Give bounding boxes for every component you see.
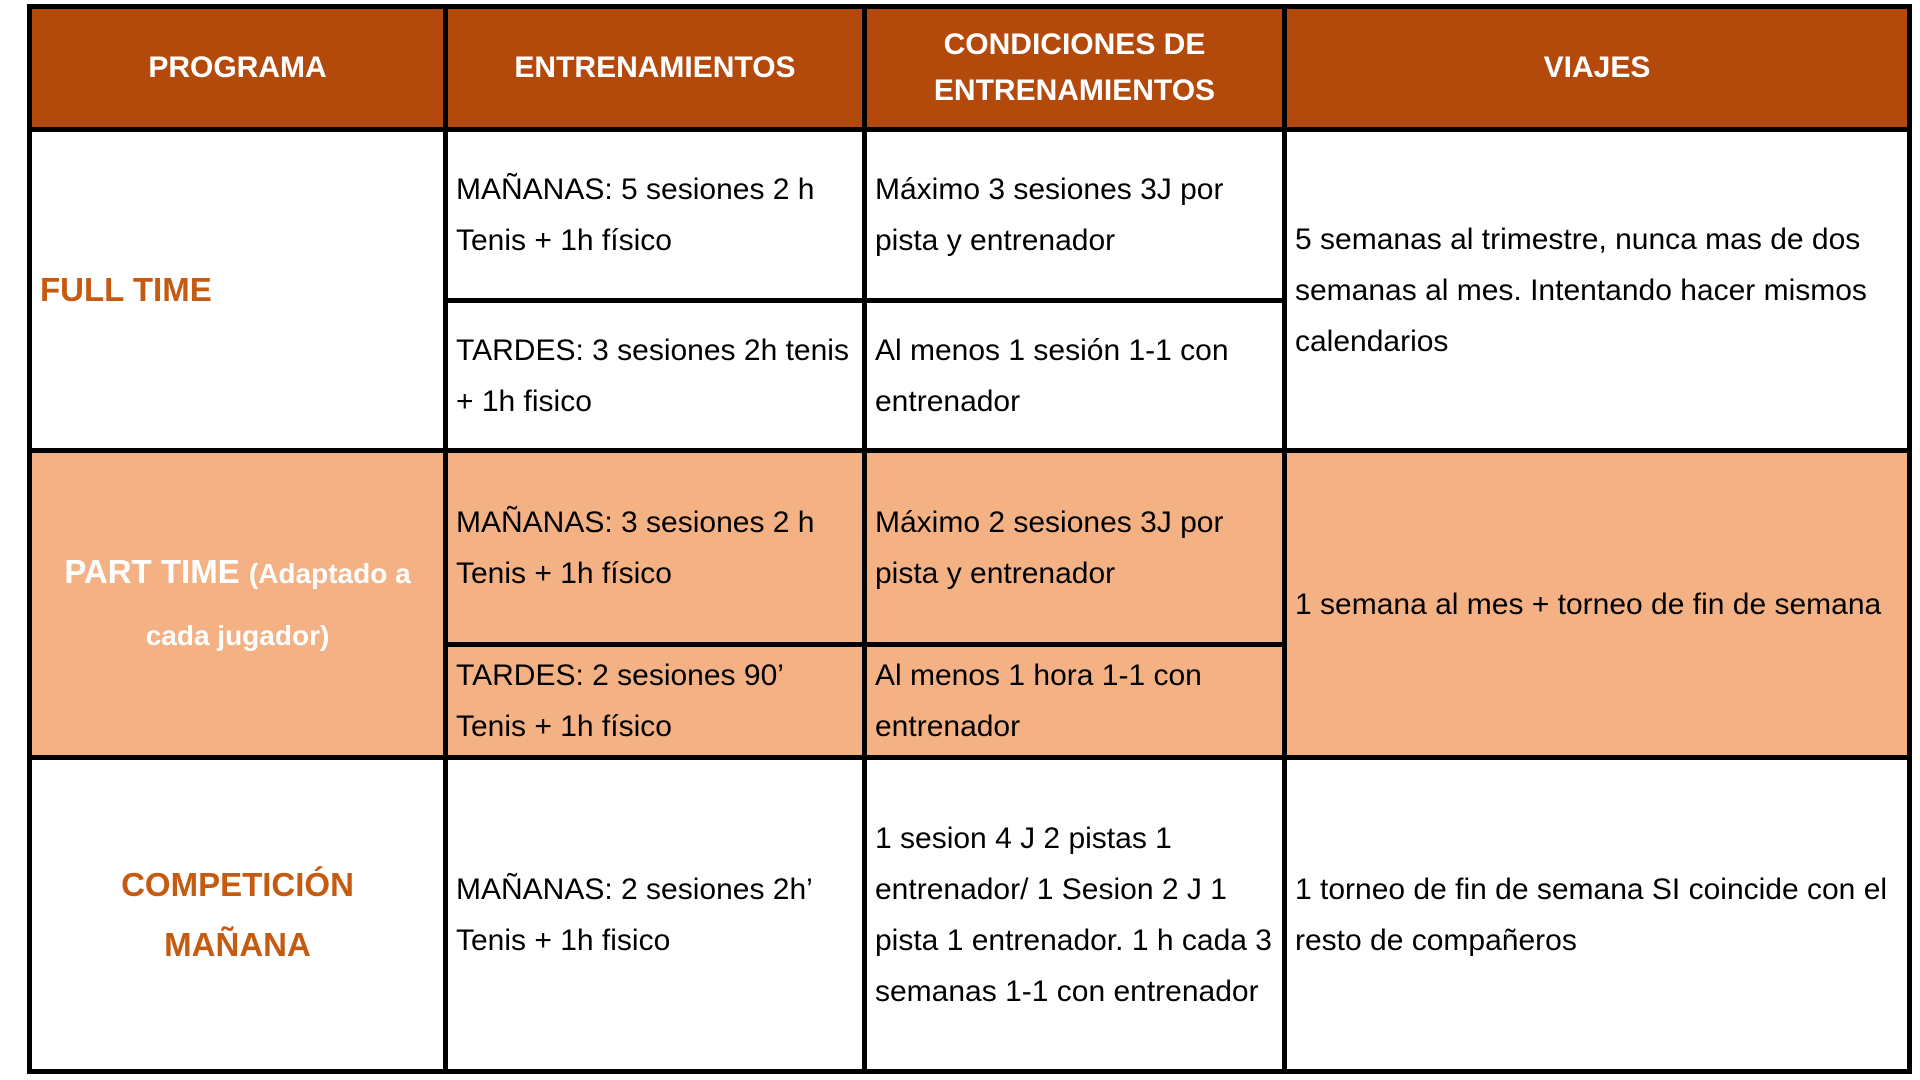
training-cell: MAÑANAS: 5 sesiones 2 h Tenis + 1h físic… [443, 127, 867, 303]
header-entrenamientos: ENTRENAMIENTOS [443, 4, 867, 132]
training-cell: MAÑANAS: 3 sesiones 2 h Tenis + 1h físic… [443, 448, 867, 647]
conditions-cell: Máximo 2 sesiones 3J por pista y entrena… [862, 448, 1287, 647]
conditions-cell: 1 sesion 4 J 2 pistas 1 entrenador/ 1 Se… [862, 755, 1287, 1074]
training-cell: TARDES: 2 sesiones 90’ Tenis + 1h físico [443, 642, 867, 760]
travel-cell: 1 torneo de fin de semana SI coincide co… [1282, 755, 1912, 1074]
training-cell: MAÑANAS: 2 sesiones 2h’ Tenis + 1h fisic… [443, 755, 867, 1074]
table-row: TARDES: 3 sesiones 2h tenis + 1h fisico … [30, 298, 1910, 453]
programs-table: PROGRAMA ENTRENAMIENTOS CONDICIONES DE E… [27, 4, 1912, 1074]
table-row: PART TIME (Adaptado a cada jugador) MAÑA… [27, 448, 1912, 760]
program-competicion: COMPETICIÓN MAÑANA [27, 755, 448, 1074]
table-row: COMPETICIÓN MAÑANA MAÑANAS: 2 sesiones 2… [27, 755, 1912, 1074]
program-full-time: FULL TIME [27, 127, 448, 453]
conditions-cell: Al menos 1 sesión 1-1 con entrenador [862, 298, 1287, 453]
conditions-cell: Al menos 1 hora 1-1 con entrenador [862, 642, 1287, 760]
table-row: FULL TIME MAÑANAS: 5 sesiones 2 h Tenis … [27, 127, 1912, 453]
header-programa: PROGRAMA [27, 4, 448, 132]
conditions-cell: Máximo 3 sesiones 3J por pista y entrena… [862, 127, 1287, 303]
travel-cell: 5 semanas al trimestre, nunca mas de dos… [1282, 127, 1912, 453]
training-cell: TARDES: 3 sesiones 2h tenis + 1h fisico [443, 298, 867, 453]
travel-cell: 1 semana al mes + torneo de fin de seman… [1282, 448, 1912, 760]
program-note: (Adaptado a cada jugador) [145, 558, 411, 651]
header-row: PROGRAMA ENTRENAMIENTOS CONDICIONES DE E… [27, 4, 1912, 132]
program-part-time: PART TIME (Adaptado a cada jugador) [27, 448, 448, 760]
program-name: PART TIME [64, 553, 240, 590]
header-condiciones: CONDICIONES DE ENTRENAMIENTOS [862, 4, 1287, 132]
header-viajes: VIAJES [1282, 4, 1912, 132]
